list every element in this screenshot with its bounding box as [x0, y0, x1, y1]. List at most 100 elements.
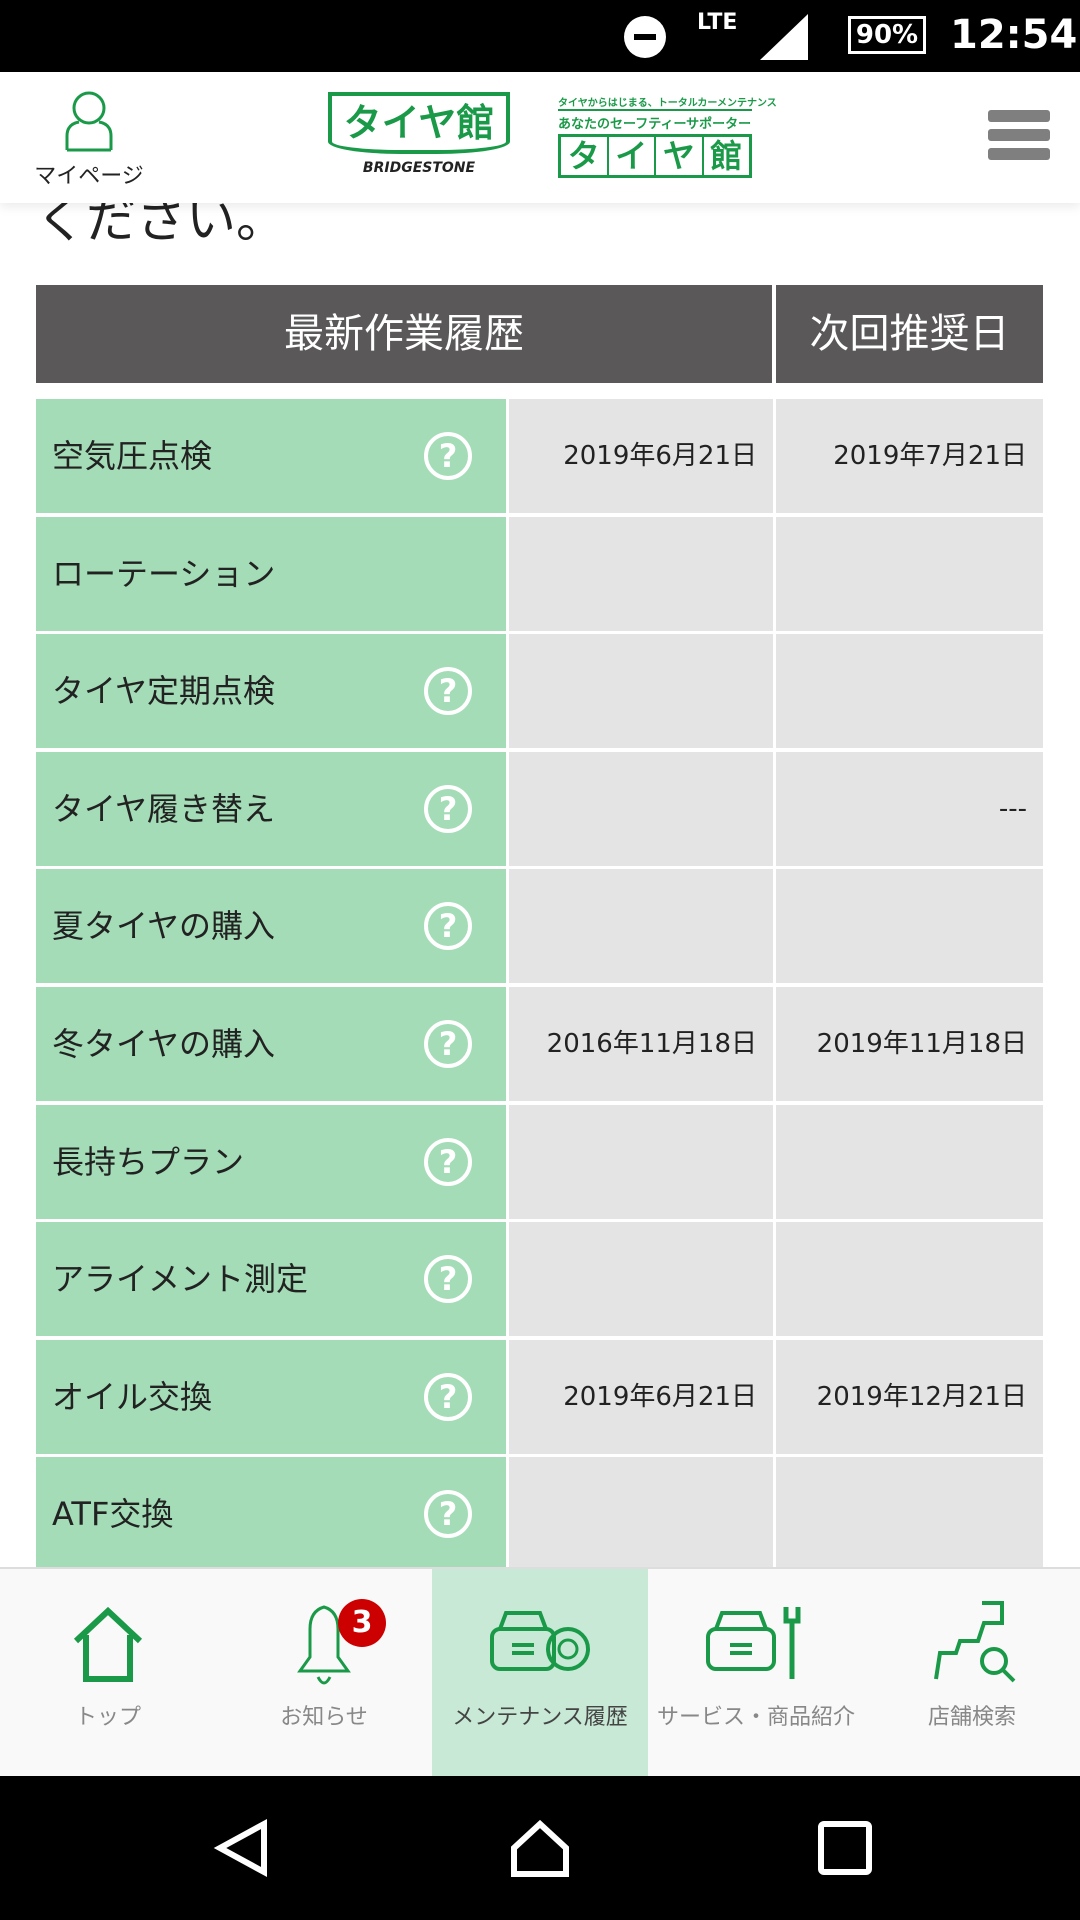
work-item-cell: 長持ちプラン? [36, 1104, 506, 1219]
help-icon[interactable]: ? [424, 1137, 472, 1186]
work-item-name: 空気圧点検 [52, 437, 213, 475]
logo-char: 館 [710, 137, 743, 175]
bottom-nav: トップ お知らせ メンテナンス履歴 サービス・商品紹介 店舗検索 3 [0, 1567, 1080, 1776]
header-next-date: 次回推奨日 [776, 285, 1043, 383]
table-row: ローテーション [36, 516, 1043, 631]
nav-top[interactable]: トップ [0, 1569, 216, 1776]
signal-icon [760, 14, 808, 60]
nav-label: お知らせ [280, 1705, 368, 1730]
next-date-cell [776, 1104, 1043, 1219]
map-search-icon [934, 1601, 1016, 1683]
work-item-cell: 冬タイヤの購入? [36, 987, 506, 1101]
recents-icon[interactable] [815, 1818, 875, 1878]
nav-label: 店舗検索 [927, 1705, 1016, 1730]
help-icon[interactable]: ? [424, 432, 472, 480]
user-icon [65, 91, 113, 152]
work-item-name: 夏タイヤの購入 [52, 907, 276, 946]
logo-char: イ [609, 137, 656, 175]
taiyakan-logo[interactable]: タイヤ館 BRIDGESTONE [328, 92, 510, 176]
nav-notifications[interactable]: お知らせ [216, 1569, 432, 1776]
nav-label: トップ [74, 1705, 141, 1730]
last-date-cell [509, 1457, 773, 1572]
home-icon [73, 1606, 143, 1682]
network-type: LTE [697, 10, 738, 35]
logo-tagline: タイヤからはじまる、トータルカーメンテナンス [558, 94, 777, 111]
hamburger-menu-icon[interactable] [988, 110, 1050, 164]
car-tire-icon [490, 1611, 590, 1671]
work-item-name: アライメント測定 [52, 1260, 309, 1299]
next-date-cell: 2019年7月21日 [776, 399, 1043, 513]
work-item-cell: タイヤ履き替え? [36, 751, 506, 866]
work-item-cell: アライメント測定? [36, 1222, 506, 1337]
help-icon[interactable]: ? [424, 902, 472, 951]
next-date-cell: 2019年11月18日 [776, 987, 1043, 1101]
safety-supporter-logo: タイヤからはじまる、トータルカーメンテナンス あなたのセーフティーサポーター タ… [558, 94, 777, 178]
next-date-cell [776, 869, 1043, 984]
work-item-name: タイヤ定期点検 [52, 672, 276, 711]
last-date-cell [509, 1104, 773, 1219]
last-date-cell [509, 634, 773, 749]
home-button-icon[interactable] [510, 1818, 570, 1878]
table-row: 夏タイヤの購入? [36, 869, 1043, 984]
work-item-name: タイヤ履き替え [52, 789, 276, 828]
next-date-cell [776, 1457, 1043, 1572]
last-date-cell [509, 516, 773, 631]
work-item-name: 冬タイヤの購入 [52, 1025, 276, 1063]
next-date-cell [776, 1222, 1043, 1337]
app-header: マイページ タイヤ館 BRIDGESTONE タイヤからはじまる、トータルカーメ… [0, 72, 1080, 203]
nav-maintenance-history[interactable]: メンテナンス履歴 [432, 1569, 648, 1776]
work-item-cell: 空気圧点検? [36, 399, 506, 513]
last-date-cell [509, 751, 773, 866]
mypage-label: マイページ [34, 164, 144, 189]
next-date-cell: 2019年12月21日 [776, 1339, 1043, 1454]
logo-text: タイヤ館 [328, 92, 510, 154]
nav-label: サービス・商品紹介 [656, 1705, 855, 1730]
nav-store-search[interactable]: 店舗検索 [864, 1569, 1080, 1776]
last-date-cell: 2016年11月18日 [509, 987, 773, 1101]
back-icon[interactable] [212, 1818, 272, 1878]
mypage-button[interactable]: マイページ [24, 90, 154, 190]
logo-char: タ [561, 137, 609, 175]
notification-badge: 3 [338, 1599, 386, 1647]
table-row: 空気圧点検? 2019年6月21日 2019年7月21日 [36, 399, 1043, 513]
work-item-name: ATF交換 [52, 1495, 174, 1534]
next-date-cell [776, 634, 1043, 749]
next-date-cell: --- [776, 751, 1043, 866]
help-icon[interactable]: ? [424, 1255, 472, 1304]
logo-char: ヤ [656, 137, 704, 175]
work-item-name: オイル交換 [52, 1377, 213, 1416]
bell-icon [297, 1605, 351, 1685]
help-icon[interactable]: ? [424, 1490, 472, 1539]
last-date-cell [509, 869, 773, 984]
system-nav-bar [0, 1776, 1080, 1920]
work-item-name: 長持ちプラン [52, 1142, 245, 1181]
work-item-cell: オイル交換? [36, 1339, 506, 1454]
table-row: アライメント測定? [36, 1222, 1043, 1337]
table-row: タイヤ定期点検? [36, 634, 1043, 749]
table-row: オイル交換? 2019年6月21日 2019年12月21日 [36, 1339, 1043, 1454]
table-row: ATF交換? [36, 1457, 1043, 1572]
status-bar: LTE 90% 12:54 [0, 0, 1080, 72]
work-item-cell: ローテーション [36, 516, 506, 631]
work-item-name: ローテーション [52, 554, 276, 593]
nav-services-products[interactable]: サービス・商品紹介 [648, 1569, 864, 1776]
table-row: 冬タイヤの購入? 2016年11月18日 2019年11月18日 [36, 987, 1043, 1101]
help-icon[interactable]: ? [424, 784, 472, 833]
help-icon[interactable]: ? [424, 1020, 472, 1068]
help-icon[interactable]: ? [424, 1372, 472, 1421]
last-date-cell [509, 1222, 773, 1337]
table-row: 長持ちプラン? [36, 1104, 1043, 1219]
logo-subtitle: あなたのセーフティーサポーター [558, 117, 752, 132]
table-row: タイヤ履き替え? --- [36, 751, 1043, 866]
clock: 12:54 [950, 12, 1078, 58]
work-item-cell: タイヤ定期点検? [36, 634, 506, 749]
work-item-cell: 夏タイヤの購入? [36, 869, 506, 984]
help-icon[interactable]: ? [424, 667, 472, 716]
nav-label: メンテナンス履歴 [452, 1705, 628, 1730]
next-date-cell [776, 516, 1043, 631]
do-not-disturb-icon [624, 16, 666, 58]
last-date-cell: 2019年6月21日 [509, 399, 773, 513]
battery-indicator: 90% [848, 16, 926, 54]
work-item-cell: ATF交換? [36, 1457, 506, 1572]
header-latest-work: 最新作業履歴 [36, 285, 772, 383]
